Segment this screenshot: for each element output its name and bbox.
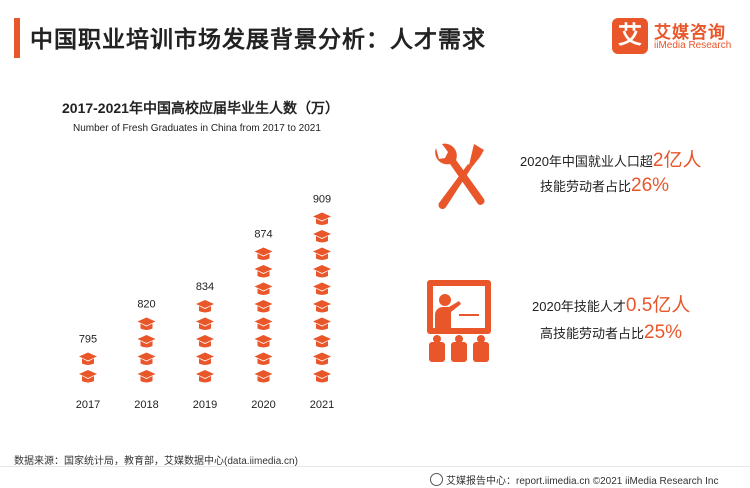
data-label-2018: 820 — [137, 299, 155, 311]
x-tick-label: 2019 — [193, 399, 217, 411]
stat-employment-label: 2020年中国就业人口超 — [520, 154, 653, 169]
header: 中国职业培训市场发展背景分析：人才需求 艾 艾媒咨询 iiMedia Resea… — [0, 0, 750, 70]
graduation-cap-icon — [313, 352, 331, 365]
stat-skilled-ratio-label: 技能劳动者占比 — [540, 179, 632, 194]
stat-high-skilled-label: 高技能劳动者占比 — [540, 326, 645, 341]
graduation-cap-icon — [313, 282, 331, 295]
graduates-chart: 795 2017 820 2018 834 2019 874 2020 909 2021 — [76, 194, 334, 412]
brand-logo: 艾 艾媒咨询 iiMedia Research — [612, 18, 742, 62]
graduation-cap-icon — [196, 300, 214, 313]
data-source: 数据来源：国家统计局，教育部，艾媒数据中心(data.iimedia.cn) — [14, 456, 298, 467]
stat-talent-line1: 2020年技能人才0.5亿人 — [532, 290, 690, 317]
stat-skilled-ratio-value: 26% — [631, 175, 670, 196]
data-label-2020: 874 — [254, 229, 272, 241]
graduation-cap-icon — [196, 317, 214, 330]
chart-subtitle: Number of Fresh Graduates in China from … — [73, 123, 321, 134]
graduation-cap-icon — [137, 370, 156, 383]
graduation-cap-icon — [313, 370, 331, 383]
chart-bar-2021 — [313, 212, 331, 383]
graduation-cap-icon — [313, 335, 331, 348]
page-title: 中国职业培训市场发展背景分析：人才需求 — [30, 26, 486, 52]
title-accent-bar — [14, 18, 20, 58]
x-tick-label: 2018 — [134, 399, 158, 411]
graduation-cap-icon — [254, 300, 273, 313]
graduation-cap-icon — [79, 370, 97, 383]
graduation-cap-icon — [313, 265, 331, 278]
data-label-2021: 909 — [313, 194, 331, 206]
stat-high-skilled-line: 高技能劳动者占比25% — [540, 322, 682, 344]
graduation-cap-icon — [137, 317, 156, 330]
stat-talent-value: 0.5亿人 — [625, 295, 691, 316]
logo-name-en: iiMedia Research — [654, 40, 732, 51]
chart-bar-2019 — [196, 300, 214, 383]
stat-employment-line1: 2020年中国就业人口超2亿人 — [520, 145, 702, 172]
graduation-cap-icon — [196, 335, 214, 348]
chart-title: 2017-2021年中国高校应届毕业生人数（万） — [62, 100, 339, 116]
chart-bar-2020 — [254, 247, 273, 383]
graduation-cap-icon — [254, 352, 273, 365]
teacher-presentation-icon — [427, 280, 491, 362]
graduation-cap-icon — [79, 352, 97, 365]
graduation-cap-icon — [313, 317, 331, 330]
copyright-globe-icon — [430, 473, 443, 486]
logo-name-cn: 艾媒咨询 — [654, 23, 726, 42]
graduation-cap-icon — [196, 352, 214, 365]
graduation-cap-icon — [313, 300, 331, 313]
graduation-cap-icon — [313, 212, 331, 225]
chart-bar-2017 — [79, 352, 97, 383]
chart-bar-2018 — [137, 317, 156, 383]
graduation-cap-icon — [254, 370, 273, 383]
x-tick-label: 2017 — [76, 399, 100, 411]
x-tick-label: 2020 — [251, 399, 275, 411]
logo-mark-icon: 艾 — [612, 18, 648, 54]
graduation-cap-icon — [196, 370, 214, 383]
x-tick-label: 2021 — [310, 399, 334, 411]
graduation-cap-icon — [254, 317, 273, 330]
graduation-cap-icon — [254, 282, 273, 295]
data-label-2017: 795 — [79, 334, 97, 346]
graduation-cap-icon — [254, 265, 273, 278]
data-label-2019: 834 — [196, 281, 214, 293]
stat-high-skilled-value: 25% — [644, 322, 683, 343]
graduation-cap-icon — [313, 230, 331, 243]
copyright: 艾媒报告中心：report.iimedia.cn ©2021 iiMedia R… — [430, 472, 718, 487]
stat-employment-value: 2亿人 — [652, 150, 702, 171]
graduation-cap-icon — [137, 352, 156, 365]
graduation-cap-icon — [313, 247, 331, 260]
stat-talent-label: 2020年技能人才 — [532, 299, 626, 314]
stat-skilled-ratio-line: 技能劳动者占比26% — [540, 175, 669, 197]
graduation-cap-icon — [254, 335, 273, 348]
graduation-cap-icon — [254, 247, 273, 260]
wrench-screwdriver-icon — [435, 143, 485, 210]
footer-divider — [0, 466, 750, 467]
graduation-cap-icon — [137, 335, 156, 348]
copyright-text: 艾媒报告中心：report.iimedia.cn ©2021 iiMedia R… — [446, 476, 719, 487]
